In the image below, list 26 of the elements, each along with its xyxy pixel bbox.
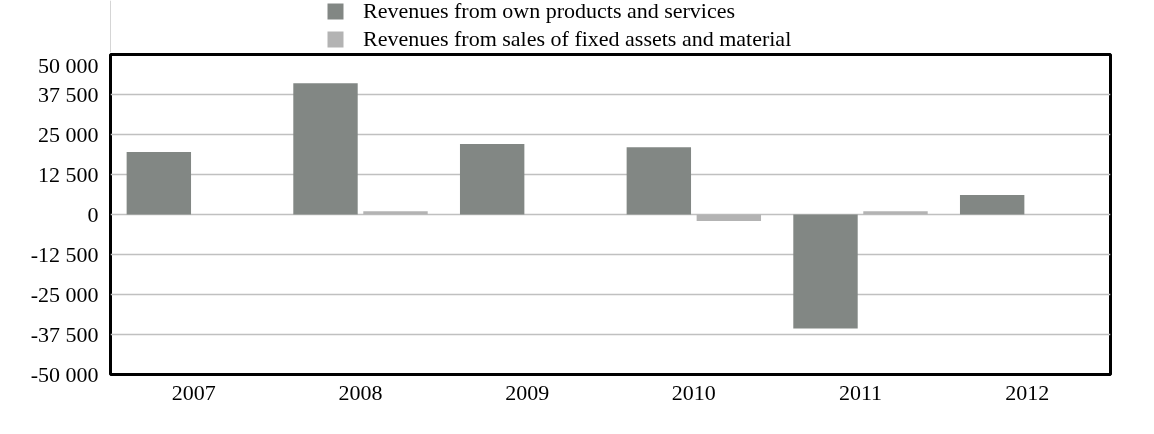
bar bbox=[363, 211, 428, 215]
bar bbox=[863, 211, 928, 215]
x-tick-label: 2008 bbox=[338, 379, 383, 405]
y-tick-label: 12 500 bbox=[38, 162, 99, 187]
bar bbox=[293, 83, 358, 215]
y-tick-label: -50 000 bbox=[30, 362, 99, 387]
bar bbox=[696, 214, 762, 221]
x-tick-label: 2011 bbox=[838, 379, 883, 405]
y-tick-label: 25 000 bbox=[38, 122, 99, 147]
bar bbox=[459, 144, 525, 215]
bar bbox=[126, 152, 192, 215]
y-tick-label: -25 000 bbox=[30, 282, 99, 307]
y-tick-label: -12 500 bbox=[30, 242, 99, 267]
y-tick-label: 37 500 bbox=[38, 82, 99, 107]
x-tick-label: 2009 bbox=[505, 379, 550, 405]
legend-label: Revenues from own products and services bbox=[363, 0, 736, 24]
bar bbox=[959, 194, 1025, 215]
y-tick-label: -37 500 bbox=[30, 322, 99, 347]
y-tick-label: 0 bbox=[87, 202, 99, 227]
bar bbox=[793, 214, 858, 329]
x-tick-label: 2007 bbox=[171, 379, 216, 405]
bar bbox=[626, 147, 692, 215]
y-tick-label: 50 000 bbox=[38, 52, 99, 78]
legend-label: Revenues from sales of fixed assets and material bbox=[363, 26, 792, 52]
x-tick-label: 2012 bbox=[1005, 379, 1050, 405]
x-tick-label: 2010 bbox=[671, 379, 716, 405]
